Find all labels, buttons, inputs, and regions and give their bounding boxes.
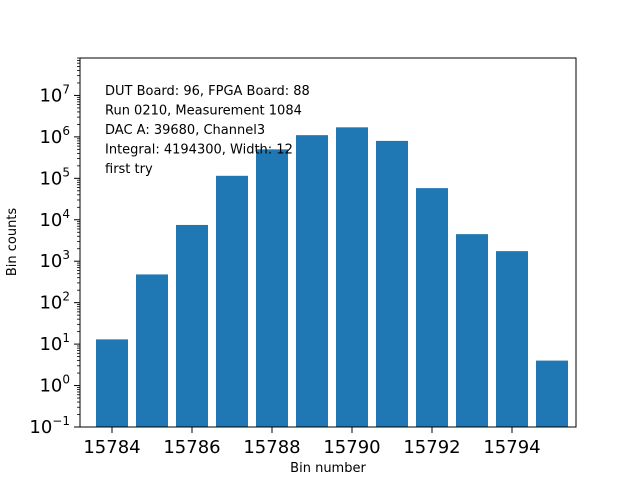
y-axis-ticks: 10−1 100 101 102 103 104 105 106 107 <box>29 57 80 438</box>
x-tick-label: 15784 <box>83 437 140 458</box>
x-tick-label: 15786 <box>163 437 220 458</box>
annotation-line: DAC A: 39680, Channel3 <box>105 123 265 138</box>
bar-15789 <box>296 135 328 427</box>
x-axis-label: Bin number <box>290 461 366 476</box>
y-tick-label: 103 <box>39 248 70 272</box>
bar-15786 <box>176 224 208 427</box>
bar-15790 <box>336 127 368 427</box>
y-tick-label: 100 <box>39 373 70 397</box>
bar-15794 <box>496 251 528 427</box>
annotation-line: Run 0210, Measurement 1084 <box>105 104 302 119</box>
bar-15784 <box>96 339 128 427</box>
x-tick-label: 15788 <box>243 437 300 458</box>
bar-15795 <box>536 360 568 427</box>
y-axis-label: Bin counts <box>5 208 20 277</box>
plot-frame <box>79 57 577 428</box>
bar-15788 <box>256 149 288 427</box>
y-tick-label: 107 <box>39 82 70 106</box>
bar-15791 <box>376 140 408 427</box>
bar-15792 <box>416 188 448 427</box>
y-tick-label: 106 <box>39 124 70 148</box>
annotation-box: DUT Board: 96, FPGA Board: 88 Run 0210, M… <box>105 84 310 177</box>
bar-15785 <box>136 274 168 427</box>
y-tick-label: 10−1 <box>29 414 70 438</box>
x-tick-label: 15792 <box>403 437 460 458</box>
bar-15793 <box>456 234 488 427</box>
y-tick-label: 102 <box>39 290 70 314</box>
y-tick-label: 104 <box>39 207 70 231</box>
bars-group <box>96 127 568 427</box>
x-axis-ticks: 15784 15786 15788 15790 15792 15794 <box>83 427 541 458</box>
annotation-line: first try <box>105 162 153 177</box>
bar-15787 <box>216 175 248 427</box>
x-tick-label: 15794 <box>483 437 540 458</box>
x-tick-label: 15790 <box>323 437 380 458</box>
annotation-line: Integral: 4194300, Width: 12 <box>105 143 293 158</box>
annotation-line: DUT Board: 96, FPGA Board: 88 <box>105 84 310 99</box>
y-tick-label: 101 <box>39 331 70 355</box>
y-tick-label: 105 <box>39 165 70 189</box>
